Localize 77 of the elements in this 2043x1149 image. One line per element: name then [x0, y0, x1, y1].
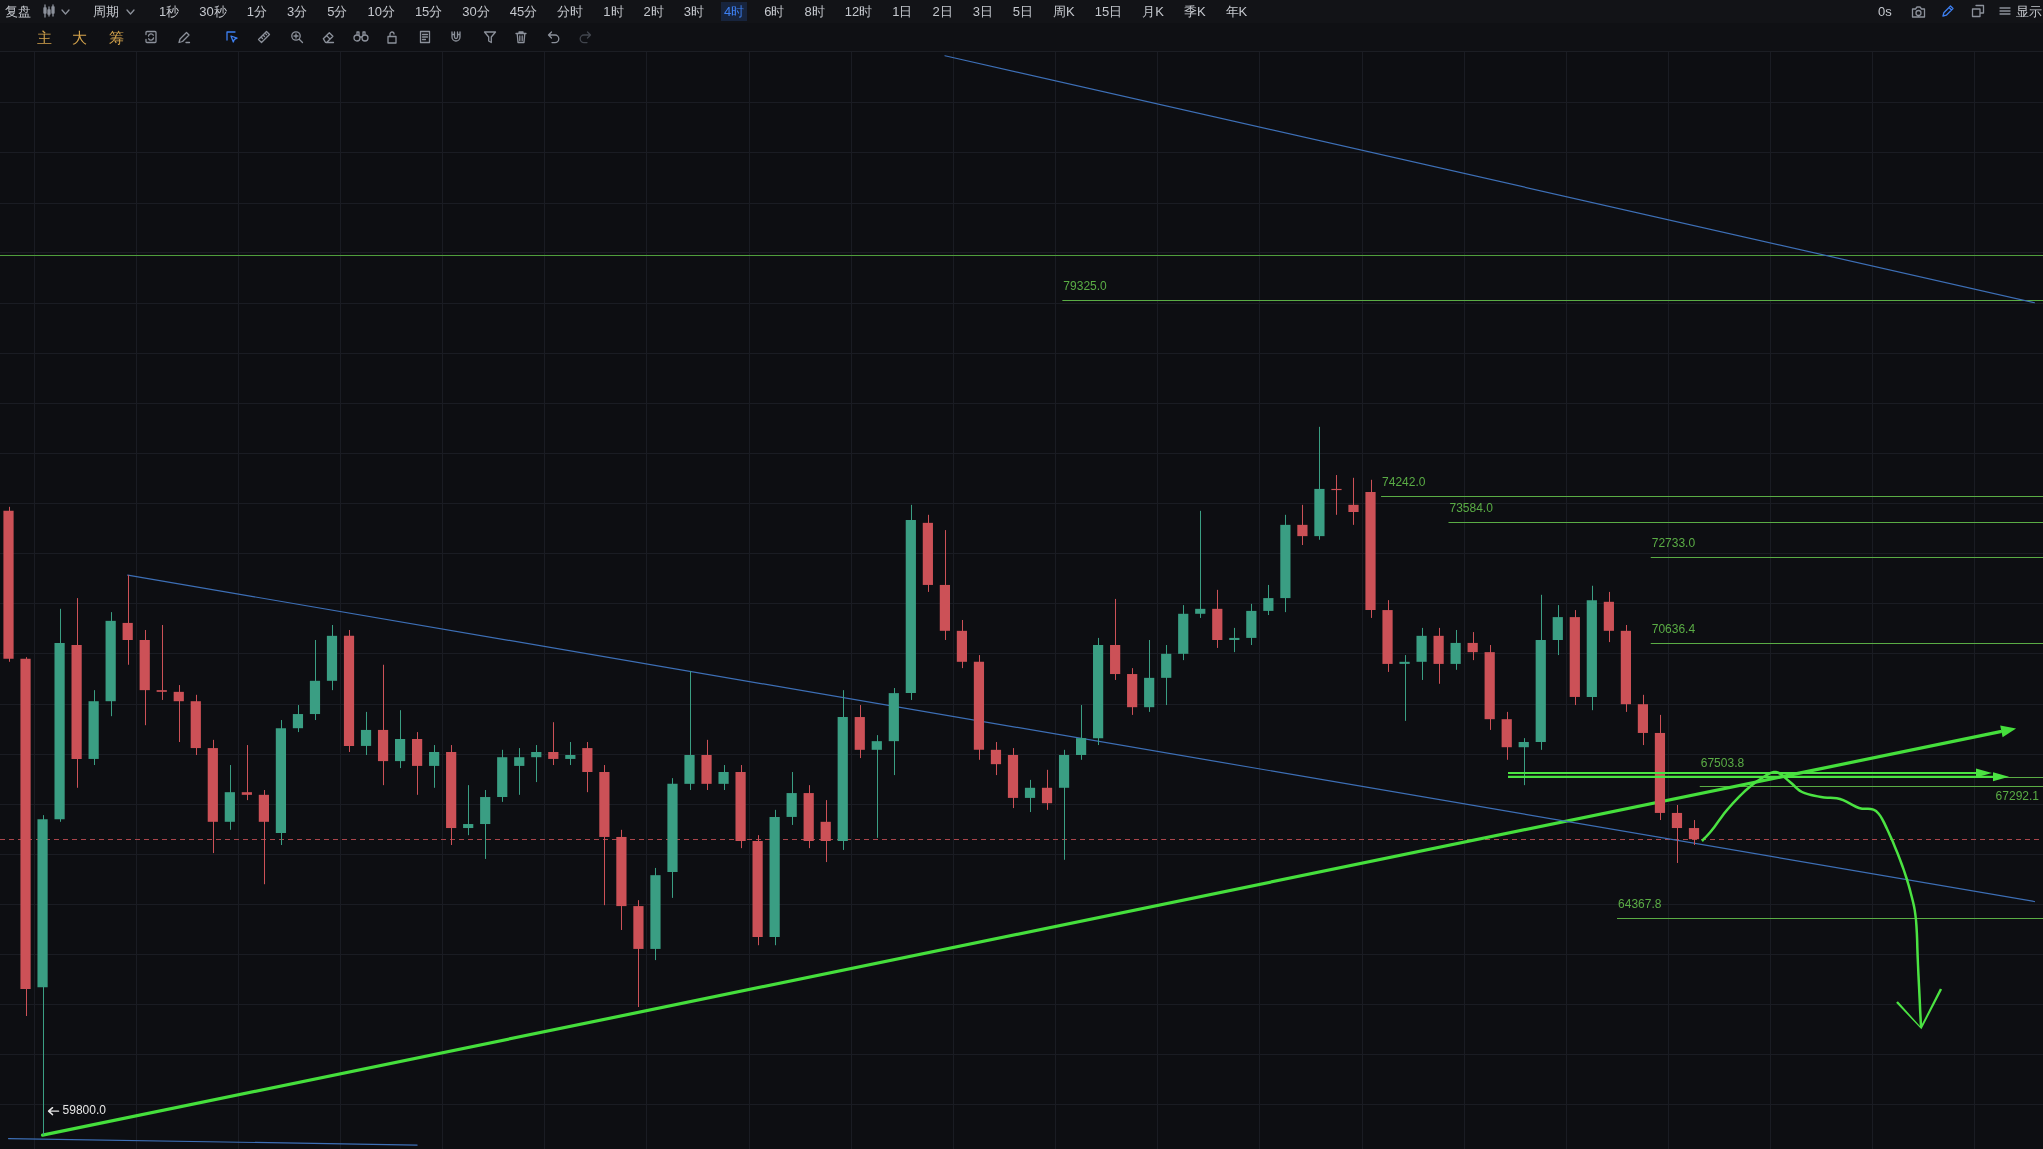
- candlestick: [360, 711, 372, 756]
- candlestick: [1195, 510, 1206, 619]
- candlestick: [122, 574, 133, 666]
- ref-line-label: 74242.0: [1382, 474, 1426, 489]
- candlestick: [1688, 819, 1700, 846]
- ref-line-label: 67503.8: [1700, 755, 1745, 770]
- text: 5分: [326, 3, 349, 21]
- text: 12时: [843, 3, 874, 21]
- ref-line-label: 79325.0: [1063, 278, 1108, 293]
- text: 复盘: [5, 3, 31, 21]
- text: 周K: [1052, 3, 1076, 21]
- candlestick: [1671, 804, 1683, 864]
- candlestick: [871, 734, 882, 839]
- candlestick: [820, 799, 831, 863]
- candlestick: [1450, 629, 1461, 671]
- candlestick: [429, 744, 440, 789]
- ref-line-label: 67292.1: [1995, 788, 2040, 803]
- text: 30分: [461, 3, 491, 21]
- text: 1秒: [158, 3, 181, 21]
- candlestick: [1331, 474, 1342, 516]
- text: 15分: [413, 3, 444, 21]
- candlestick: [1263, 584, 1274, 616]
- annotation: 59800.0: [62, 1103, 107, 1118]
- candlestick: [173, 684, 184, 743]
- text: 3分: [285, 3, 309, 21]
- candlestick: [463, 784, 474, 836]
- text: 显示: [2016, 3, 2042, 21]
- text: 1时: [602, 3, 625, 21]
- candlestick: [292, 704, 304, 733]
- candlestick: [531, 744, 542, 783]
- text: 3时: [682, 3, 705, 21]
- text: 0s: [1878, 3, 1892, 21]
- candlestick: [1041, 769, 1053, 811]
- candlestick: [1518, 737, 1529, 786]
- ref-line-label: 73584.0: [1449, 500, 1494, 515]
- text: 筹: [109, 28, 124, 48]
- candlestick: [718, 764, 729, 791]
- text: 月K: [1141, 3, 1165, 21]
- candlestick: [990, 741, 1002, 776]
- text: 主: [37, 28, 52, 48]
- text: 8时: [803, 3, 826, 21]
- text: 1日: [891, 3, 914, 21]
- candlestick: [582, 741, 593, 793]
- candlestick: [241, 744, 252, 801]
- ref-line-label: 70636.4: [1651, 621, 1696, 636]
- text: 10分: [366, 3, 396, 21]
- text: 4时: [720, 2, 748, 21]
- candlestick: [1024, 779, 1036, 813]
- text: 季K: [1182, 3, 1207, 21]
- text: 2时: [642, 3, 665, 21]
- candlestick: [1399, 654, 1410, 722]
- candlestick: [1075, 704, 1087, 761]
- candlestick: [565, 741, 576, 766]
- ref-line-label: 64367.8: [1618, 896, 1662, 911]
- text: 分时: [556, 3, 585, 21]
- candlestick: [548, 721, 559, 766]
- text: 1分: [245, 3, 268, 21]
- text: 年K: [1224, 3, 1249, 21]
- candlestick: [1229, 627, 1240, 653]
- text: 5日: [1011, 3, 1035, 21]
- text: 15日: [1093, 3, 1124, 21]
- candlestick: [394, 709, 406, 769]
- candlestick: [156, 624, 167, 701]
- text: 大: [72, 28, 87, 48]
- candlestick: [1297, 504, 1308, 546]
- candlestick: [786, 771, 797, 826]
- text: 45分: [508, 3, 539, 21]
- candlestick: [1467, 631, 1478, 661]
- candlestick: [514, 747, 525, 796]
- ref-line-label: 72733.0: [1651, 535, 1696, 550]
- text: 2日: [931, 3, 954, 21]
- text: 周期: [93, 3, 119, 21]
- candlestick: [1552, 604, 1563, 656]
- text: 30秒: [198, 3, 228, 21]
- candlestick: [1348, 477, 1359, 526]
- text: 6时: [763, 3, 786, 21]
- text: 3日: [971, 3, 994, 21]
